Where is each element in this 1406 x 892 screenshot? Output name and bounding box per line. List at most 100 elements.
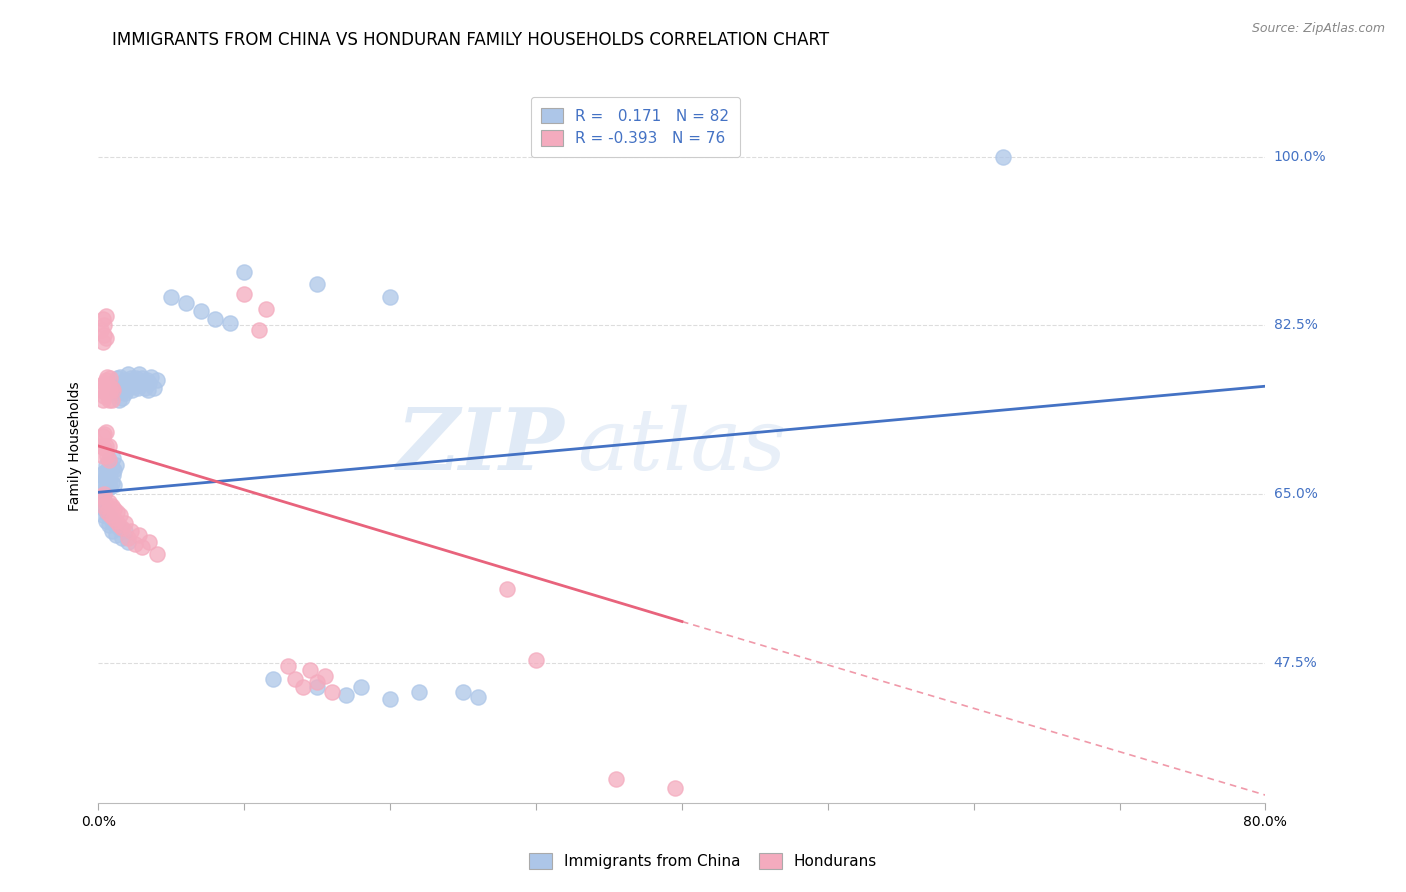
- Point: [101, 516, 124, 530]
- Point: [93, 501, 115, 516]
- Point: [321, 685, 343, 699]
- Point: [105, 505, 128, 519]
- Point: [117, 535, 139, 549]
- Point: [307, 277, 329, 291]
- Point: [93, 427, 115, 442]
- Text: IMMIGRANTS FROM CHINA VS HONDURAN FAMILY HOUSEHOLDS CORRELATION CHART: IMMIGRANTS FROM CHINA VS HONDURAN FAMILY…: [112, 31, 830, 49]
- Point: [90, 439, 112, 453]
- Point: [108, 518, 131, 533]
- Point: [291, 680, 314, 694]
- Point: [350, 680, 373, 694]
- Point: [98, 371, 121, 385]
- Point: [111, 521, 134, 535]
- Point: [90, 323, 112, 337]
- Point: [93, 376, 115, 391]
- Point: [96, 383, 118, 397]
- Point: [90, 383, 112, 397]
- Text: 65.0%: 65.0%: [1274, 487, 1317, 501]
- Point: [98, 479, 121, 493]
- Point: [94, 470, 117, 484]
- Text: ZIP: ZIP: [398, 404, 565, 488]
- Point: [94, 386, 117, 401]
- Point: [91, 449, 114, 463]
- Y-axis label: Family Households: Family Households: [69, 381, 83, 511]
- Point: [97, 439, 120, 453]
- Point: [94, 331, 117, 345]
- Point: [314, 668, 336, 682]
- Point: [115, 383, 138, 397]
- Point: [110, 383, 132, 397]
- Point: [91, 466, 114, 480]
- Point: [96, 477, 118, 491]
- Point: [94, 425, 117, 439]
- Legend: Immigrants from China, Hondurans: Immigrants from China, Hondurans: [523, 847, 883, 875]
- Point: [90, 497, 112, 511]
- Point: [136, 383, 159, 397]
- Point: [96, 507, 118, 521]
- Point: [146, 547, 169, 561]
- Point: [204, 311, 226, 326]
- Point: [104, 458, 127, 473]
- Point: [122, 373, 145, 387]
- Point: [134, 381, 156, 395]
- Point: [114, 516, 136, 530]
- Point: [108, 379, 131, 393]
- Point: [103, 477, 125, 491]
- Point: [100, 524, 122, 538]
- Text: atlas: atlas: [576, 405, 786, 487]
- Point: [96, 369, 118, 384]
- Point: [307, 675, 329, 690]
- Point: [100, 475, 122, 490]
- Point: [135, 373, 157, 387]
- Point: [93, 441, 115, 455]
- Point: [991, 150, 1014, 164]
- Point: [91, 334, 114, 349]
- Point: [97, 453, 120, 467]
- Point: [90, 489, 112, 503]
- Point: [496, 582, 519, 596]
- Point: [118, 379, 141, 393]
- Point: [124, 379, 146, 393]
- Point: [190, 304, 212, 318]
- Point: [335, 688, 357, 702]
- Point: [120, 371, 142, 385]
- Point: [138, 376, 160, 391]
- Point: [218, 316, 240, 330]
- Point: [90, 467, 112, 482]
- Point: [111, 376, 134, 391]
- Point: [125, 371, 148, 385]
- Point: [98, 511, 121, 525]
- Point: [101, 467, 124, 482]
- Point: [467, 690, 489, 704]
- Point: [605, 772, 627, 786]
- Point: [380, 691, 402, 706]
- Point: [451, 685, 474, 699]
- Point: [93, 487, 115, 501]
- Point: [110, 508, 132, 523]
- Point: [128, 527, 150, 541]
- Point: [100, 381, 122, 395]
- Point: [91, 479, 114, 493]
- Point: [139, 369, 162, 384]
- Point: [94, 458, 117, 473]
- Point: [277, 658, 299, 673]
- Point: [100, 499, 122, 513]
- Point: [262, 673, 284, 687]
- Point: [91, 508, 114, 523]
- Point: [117, 367, 139, 381]
- Point: [94, 497, 117, 511]
- Text: 100.0%: 100.0%: [1274, 150, 1326, 164]
- Point: [105, 386, 128, 401]
- Point: [120, 524, 142, 538]
- Point: [108, 521, 131, 535]
- Point: [284, 673, 307, 687]
- Point: [114, 386, 136, 401]
- Point: [108, 392, 131, 407]
- Point: [104, 514, 127, 528]
- Point: [117, 531, 139, 545]
- Point: [307, 680, 329, 694]
- Point: [138, 535, 160, 549]
- Point: [110, 369, 132, 384]
- Point: [100, 392, 122, 407]
- Legend: R =   0.171   N = 82, R = -0.393   N = 76: R = 0.171 N = 82, R = -0.393 N = 76: [530, 97, 740, 157]
